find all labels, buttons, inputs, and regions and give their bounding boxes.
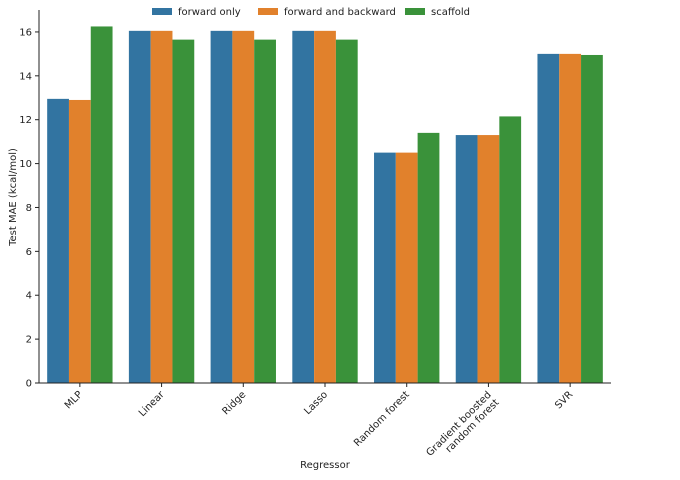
bar: [314, 30, 336, 384]
x-tick-label: Ridge: [220, 389, 248, 417]
legend-label: forward and backward: [284, 7, 396, 18]
bar: [417, 132, 440, 383]
bar: [374, 152, 396, 383]
y-ticks: 0 2 4 6 8 10 12 14 16: [19, 27, 39, 390]
x-axis-label: Regressor: [300, 460, 351, 471]
y-tick-label: 4: [26, 291, 32, 302]
bar: [581, 54, 603, 384]
bar: [455, 135, 478, 383]
bar: [90, 26, 113, 384]
bar: [210, 30, 233, 384]
y-tick-label: 10: [19, 159, 32, 170]
bar: [47, 98, 69, 384]
x-tick-label: Random forest: [352, 389, 412, 449]
x-tick-label-line: Gradient boosted: [425, 390, 494, 459]
bar: [499, 116, 522, 383]
legend-swatch: [258, 8, 278, 15]
bar: [254, 39, 276, 384]
y-axis-label: Test MAE (kcal/mol): [8, 148, 19, 247]
legend-swatch: [152, 8, 172, 15]
y-tick-label: 14: [19, 71, 32, 82]
x-tick-label-line: Random forest: [352, 389, 412, 449]
y-tick-label: 12: [19, 115, 32, 126]
x-tick-label: MLP: [63, 389, 85, 411]
bar: [477, 135, 500, 383]
bar: [172, 39, 195, 384]
x-tick-label-line: Ridge: [220, 389, 248, 417]
bar: [559, 53, 582, 383]
y-tick-label: 6: [26, 247, 32, 258]
bar: [335, 39, 358, 384]
x-tick-label: SVR: [553, 389, 575, 411]
bar: [68, 99, 91, 383]
legend: forward only forward and backward scaffold: [152, 7, 470, 18]
x-tick-label: Lasso: [302, 389, 330, 417]
x-tick-label-line: Lasso: [302, 389, 330, 417]
bar: [232, 30, 255, 384]
x-tick-label-line: SVR: [553, 389, 575, 411]
bars: [47, 26, 603, 384]
x-tick-label: Linear: [137, 389, 167, 419]
bar: [292, 30, 315, 384]
legend-label: scaffold: [431, 7, 470, 18]
y-tick-label: 0: [26, 379, 32, 390]
legend-label: forward only: [178, 7, 241, 18]
x-tick-label-line: MLP: [63, 389, 85, 411]
bar: [128, 30, 151, 384]
bar: [537, 53, 560, 383]
bar: [150, 30, 173, 384]
x-ticks: MLP Linear Ridge Lasso Random forest Gradient…: [63, 383, 575, 467]
bar: [395, 152, 418, 383]
x-tick-label-line: Linear: [137, 389, 167, 419]
x-tick-label: Gradient boostedrandom forest: [425, 390, 502, 467]
y-tick-label: 16: [19, 27, 32, 38]
y-tick-label: 2: [26, 335, 32, 346]
y-tick-label: 8: [26, 203, 32, 214]
legend-swatch: [405, 8, 425, 15]
